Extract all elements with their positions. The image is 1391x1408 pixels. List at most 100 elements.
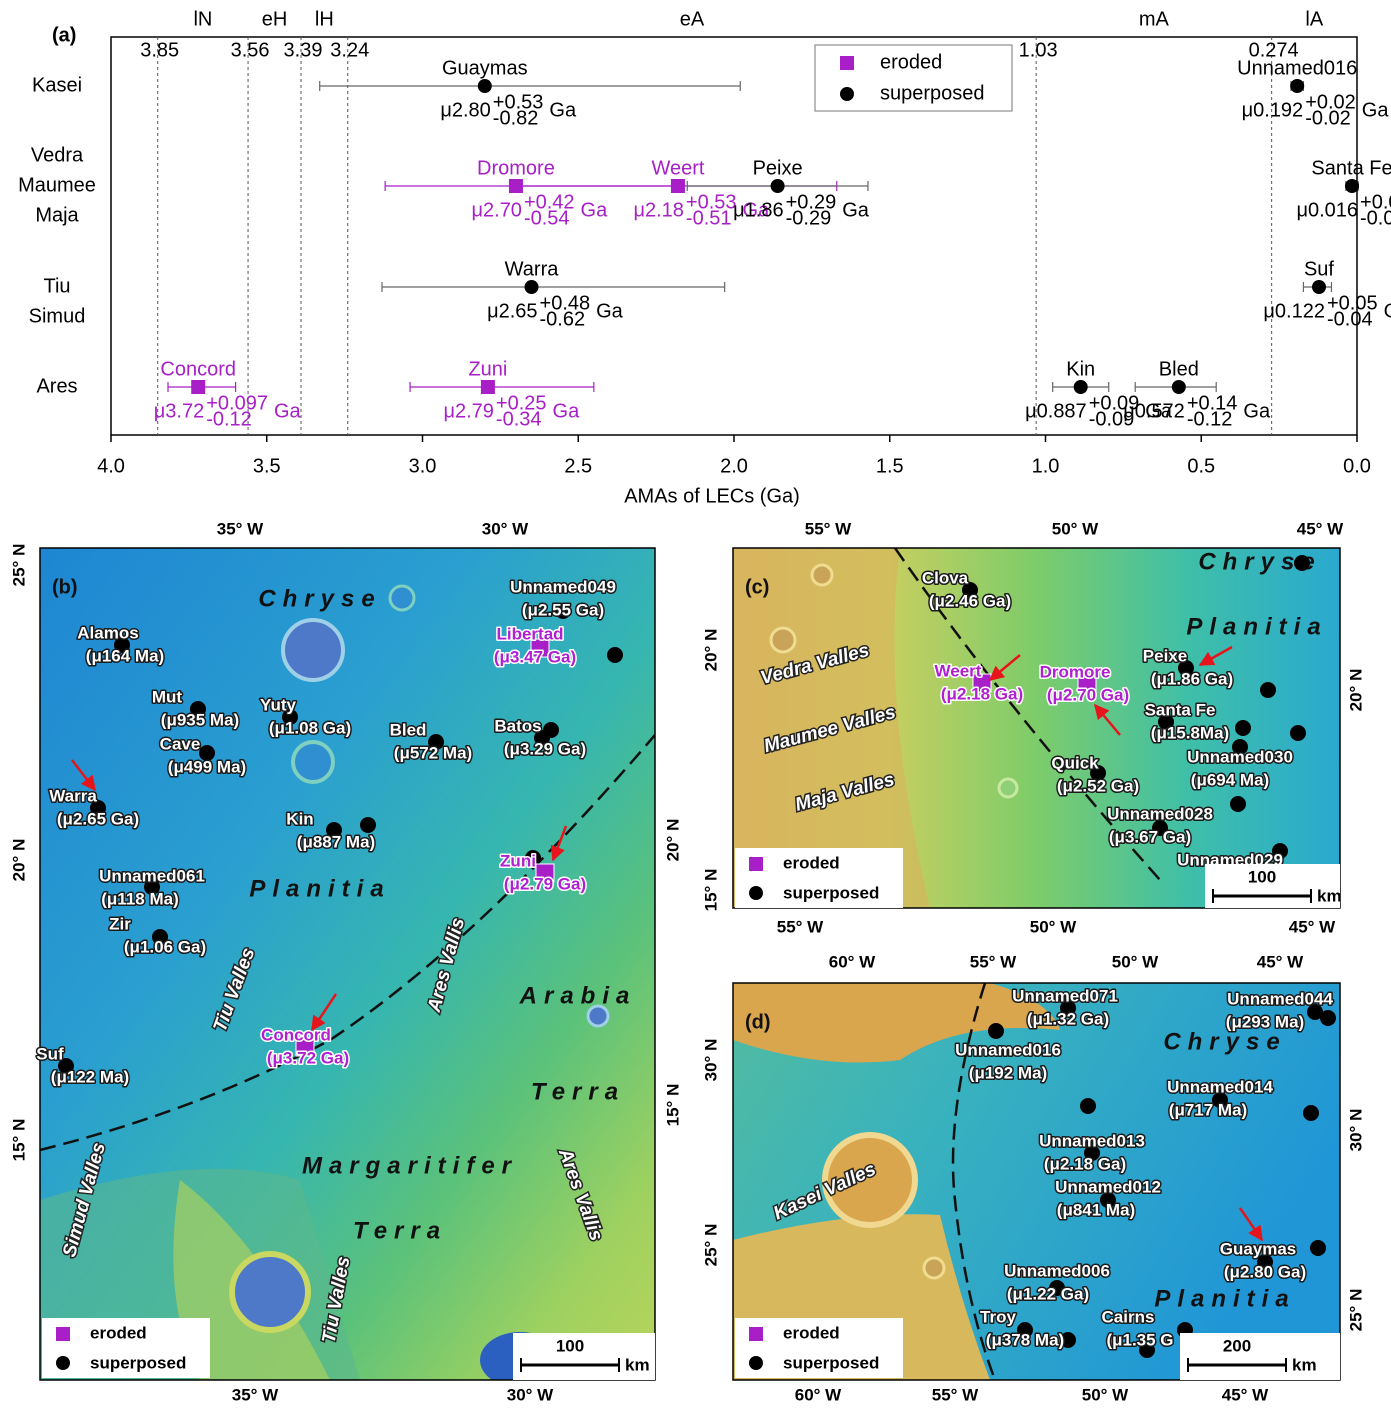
lon-tick-label: 60° W [829, 952, 876, 971]
value-minus: -0.62 [540, 308, 586, 330]
region-label: Planitia [249, 875, 390, 902]
row-label: Vedra [31, 144, 84, 166]
lat-tick-label: 20° N [701, 629, 720, 672]
site-name: Alamos [77, 623, 138, 642]
site-name: Unnamed006 [1004, 1261, 1110, 1280]
value-label: μ1.86 [733, 199, 783, 221]
site-name: Unnamed014 [1167, 1077, 1273, 1096]
x-tick-label: 0.5 [1187, 455, 1215, 477]
point-name: Peixe [753, 157, 803, 179]
value-label: μ3.72 [154, 400, 204, 422]
site-name: Santa Fe [1145, 700, 1216, 719]
scale-value: 100 [556, 1336, 584, 1355]
boundary-label: 3.39 [284, 39, 323, 61]
row-label: Maja [35, 204, 79, 226]
point-name: Weert [651, 157, 704, 179]
row-label: Simud [29, 305, 86, 327]
site-marker [1303, 1105, 1319, 1121]
lon-tick-label: 55° W [805, 519, 852, 538]
site-age: (μ2.70 Ga) [1047, 685, 1129, 704]
site-age: (μ164 Ma) [86, 646, 164, 665]
site-name: Dromore [1040, 662, 1111, 681]
legend-label: superposed [783, 1353, 879, 1372]
site-age: (μ3.47 Ga) [494, 647, 576, 666]
site-name: Cairns [1102, 1307, 1155, 1326]
value-unit: Ga [274, 400, 302, 422]
value-minus: -0.54 [524, 207, 570, 229]
row-label: Maumee [18, 174, 96, 196]
lon-tick-label: 30° W [507, 1385, 554, 1404]
legend-marker [56, 1356, 70, 1370]
value-label: μ2.80 [440, 99, 490, 121]
site-name: Unnamed012 [1055, 1177, 1161, 1196]
scale-value: 200 [1223, 1336, 1251, 1355]
lon-tick-label: 60° W [795, 1385, 842, 1404]
x-tick-label: 3.5 [253, 455, 281, 477]
site-name: Unnamed016 [955, 1040, 1061, 1059]
site-marker [543, 722, 559, 738]
data-point [1290, 79, 1304, 93]
value-label: μ0.192 [1242, 99, 1304, 121]
site-name: Peixe [1143, 646, 1187, 665]
legend-label: superposed [880, 82, 985, 104]
site-name: Mut [152, 687, 183, 706]
site-age: (μ2.46 Ga) [929, 591, 1011, 610]
epoch-label: lA [1305, 8, 1323, 30]
region-label: Terra [531, 1078, 625, 1105]
row-label: Ares [36, 375, 77, 397]
region-label: Chryse [258, 585, 381, 612]
site-marker [1310, 1240, 1326, 1256]
point-name: Suf [1304, 258, 1334, 280]
value-minus: -0.82 [493, 107, 539, 129]
value-minus: -0.12 [206, 408, 252, 430]
site-age: (μ1.32 Ga) [1027, 1009, 1109, 1028]
site-marker [360, 817, 376, 833]
site-age: (μ2.18 Ga) [1044, 1154, 1126, 1173]
legend-label: eroded [783, 1323, 840, 1342]
site-name: Yuty [260, 695, 296, 714]
value-label: μ0.572 [1123, 400, 1185, 422]
x-tick-label: 2.5 [564, 455, 592, 477]
lat-tick-label: 30° N [1346, 1109, 1365, 1152]
lat-tick-label: 25° N [701, 1224, 720, 1267]
data-point [1312, 280, 1326, 294]
legend-label: eroded [90, 1323, 147, 1342]
site-marker [1080, 1098, 1096, 1114]
boundary-label: 3.56 [231, 39, 270, 61]
value-minus: -0.12 [1187, 408, 1233, 430]
x-tick-label: 0.0 [1343, 455, 1371, 477]
region-label: Chryse [1163, 1028, 1286, 1055]
x-tick-label: 3.0 [409, 455, 437, 477]
data-point [1345, 179, 1359, 193]
lon-tick-label: 35° W [217, 519, 264, 538]
site-age: (μ122 Ma) [51, 1067, 129, 1086]
value-unit: Ga [1243, 400, 1271, 422]
legend-label: superposed [783, 883, 879, 902]
region-label: Arabia [519, 982, 637, 1009]
site-age: (μ887 Ma) [297, 832, 375, 851]
epoch-label: eH [262, 8, 288, 30]
boundary-label: 3.24 [330, 39, 369, 61]
site-age: (μ192 Ma) [969, 1063, 1047, 1082]
data-point [840, 87, 854, 101]
region-label: Planitia [1154, 1285, 1295, 1312]
figure: (a) AMAs of LECs (Ga) 4.03.53.02.52.01.5… [0, 0, 1391, 1408]
lat-tick-label: 15° N [701, 869, 720, 912]
data-point [771, 179, 785, 193]
value-minus: -0.34 [496, 408, 542, 430]
value-label: μ0.016 [1296, 199, 1358, 221]
site-name: Kin [286, 809, 313, 828]
site-name: Troy [980, 1307, 1016, 1326]
site-marker [1294, 555, 1310, 571]
data-point [671, 179, 685, 193]
point-name: Santa Fe [1311, 157, 1391, 179]
site-age: (μ1.08 Ga) [269, 718, 351, 737]
lat-tick-label: 20° N [1346, 669, 1365, 712]
site-name: Unnamed013 [1039, 1131, 1145, 1150]
lon-tick-label: 50° W [1052, 519, 1099, 538]
panel-label: (c) [745, 576, 769, 598]
lon-tick-label: 50° W [1112, 952, 1159, 971]
legend-marker [56, 1327, 70, 1341]
site-age: (μ15.8Ma) [1151, 723, 1229, 742]
site-age: (μ293 Ma) [1226, 1012, 1304, 1031]
